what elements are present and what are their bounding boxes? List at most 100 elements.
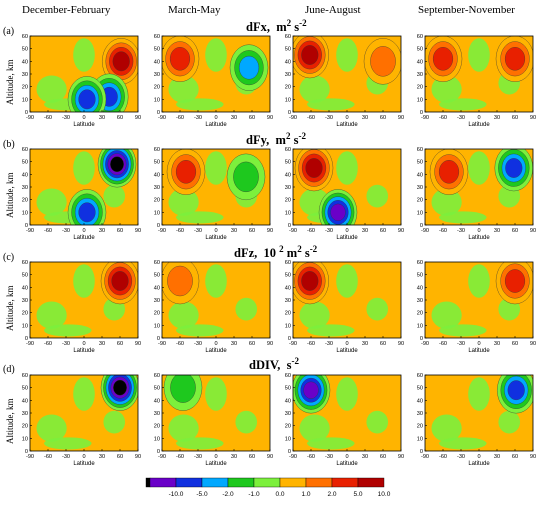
- y-tick-label: 50: [285, 160, 291, 166]
- x-tick-label: 0: [82, 454, 85, 460]
- y-tick-label: 10: [285, 323, 291, 329]
- contour-feature: [233, 161, 259, 193]
- y-tick-label: 10: [417, 436, 423, 442]
- x-tick-label: 0: [477, 115, 480, 121]
- x-tick-label: 0: [214, 341, 217, 347]
- y-tick-label: 20: [22, 424, 28, 430]
- contour-feature: [370, 46, 396, 77]
- x-tick-label: -60: [176, 228, 184, 234]
- contour-feature: [169, 47, 191, 71]
- y-tick-label: 60: [417, 260, 423, 266]
- colorbar-label: 10.0: [378, 491, 391, 498]
- colorbar-swatch: [201, 477, 229, 488]
- x-tick-label: 60: [512, 454, 518, 460]
- x-tick-label: 0: [82, 115, 85, 121]
- x-tick-label: 60: [117, 228, 123, 234]
- x-tick-label: 90: [398, 228, 404, 234]
- x-axis-label: Latitude: [205, 461, 227, 467]
- x-tick-label: 90: [398, 115, 404, 121]
- x-axis-label: Latitude: [73, 461, 95, 467]
- x-tick-label: -60: [439, 228, 447, 234]
- colorbar-label: 5.0: [353, 491, 362, 498]
- y-tick-label: 40: [22, 398, 28, 404]
- y-tick-label: 40: [285, 285, 291, 291]
- y-tick-label: 30: [22, 185, 28, 191]
- background-patch: [205, 38, 227, 72]
- background-patch: [36, 301, 67, 329]
- background-patch: [439, 211, 487, 224]
- background-patch: [36, 188, 67, 216]
- y-tick-label: 20: [154, 424, 160, 430]
- contour-feature: [301, 271, 319, 291]
- y-tick-label: 0: [25, 110, 28, 116]
- background-patch: [168, 301, 199, 329]
- contour-feature: [438, 160, 460, 184]
- y-tick-label: 40: [154, 398, 160, 404]
- y-tick-label: 60: [154, 34, 160, 40]
- y-tick-label: 40: [154, 285, 160, 291]
- y-tick-label: 60: [154, 260, 160, 266]
- background-patch: [103, 410, 126, 434]
- background-patch: [103, 184, 126, 208]
- x-tick-label: 60: [380, 228, 386, 234]
- y-tick-label: 0: [157, 449, 160, 455]
- contour-feature: [78, 89, 96, 110]
- x-tick-label: 0: [214, 228, 217, 234]
- row-label-d: (d): [3, 364, 15, 375]
- y-tick-label: 50: [285, 386, 291, 392]
- y-tick-label: 0: [420, 223, 423, 229]
- x-tick-label: -90: [158, 341, 166, 347]
- x-tick-label: -60: [307, 115, 315, 121]
- contour-feature: [170, 375, 196, 403]
- background-patch: [336, 151, 358, 185]
- colorbar-swatch: [279, 477, 307, 488]
- y-tick-label: 30: [154, 72, 160, 78]
- x-tick-label: 90: [530, 228, 536, 234]
- x-tick-label: 30: [231, 115, 237, 121]
- y-tick-label: 40: [285, 172, 291, 178]
- x-axis-label: Latitude: [73, 122, 95, 128]
- x-tick-label: -90: [26, 115, 34, 121]
- row-label-a: (a): [3, 26, 15, 37]
- x-tick-label: -60: [307, 228, 315, 234]
- contour-feature: [78, 202, 96, 223]
- y-tick-label: 50: [154, 386, 160, 392]
- x-tick-label: 60: [117, 115, 123, 121]
- x-tick-label: 30: [231, 341, 237, 347]
- y-tick-label: 60: [285, 147, 291, 153]
- background-patch: [498, 410, 521, 434]
- y-tick-label: 30: [417, 411, 423, 417]
- y-tick-label: 20: [154, 85, 160, 91]
- x-tick-label: -90: [289, 115, 297, 121]
- y-tick-label: 20: [417, 198, 423, 204]
- x-tick-label: -90: [158, 228, 166, 234]
- x-tick-label: -90: [26, 341, 34, 347]
- contour-feature: [112, 51, 130, 72]
- background-patch: [366, 410, 389, 434]
- background-patch: [307, 437, 355, 450]
- x-tick-label: 90: [135, 341, 141, 347]
- colorbar-swatch: [145, 477, 151, 488]
- contour-feature: [330, 203, 346, 221]
- y-tick-label: 60: [285, 373, 291, 379]
- y-tick-label: 0: [25, 449, 28, 455]
- x-tick-label: 0: [214, 454, 217, 460]
- season-header-mam: March-May: [168, 4, 221, 16]
- x-axis-label: Latitude: [336, 461, 358, 467]
- colorbar-swatch: [331, 477, 359, 488]
- x-tick-label: -60: [307, 454, 315, 460]
- x-tick-label: -60: [44, 115, 52, 121]
- x-tick-label: 60: [512, 341, 518, 347]
- contour-feature: [167, 265, 193, 297]
- y-tick-label: 10: [285, 436, 291, 442]
- colorbar: -10.0 -5.0 -2.0 -1.0 0.0 1.0 2.0 5.0 10.0: [145, 477, 391, 498]
- x-tick-label: -90: [421, 115, 429, 121]
- background-patch: [205, 264, 227, 298]
- y-tick-label: 60: [285, 34, 291, 40]
- colorbar-label: 0.0: [275, 491, 284, 498]
- y-tick-label: 10: [22, 97, 28, 103]
